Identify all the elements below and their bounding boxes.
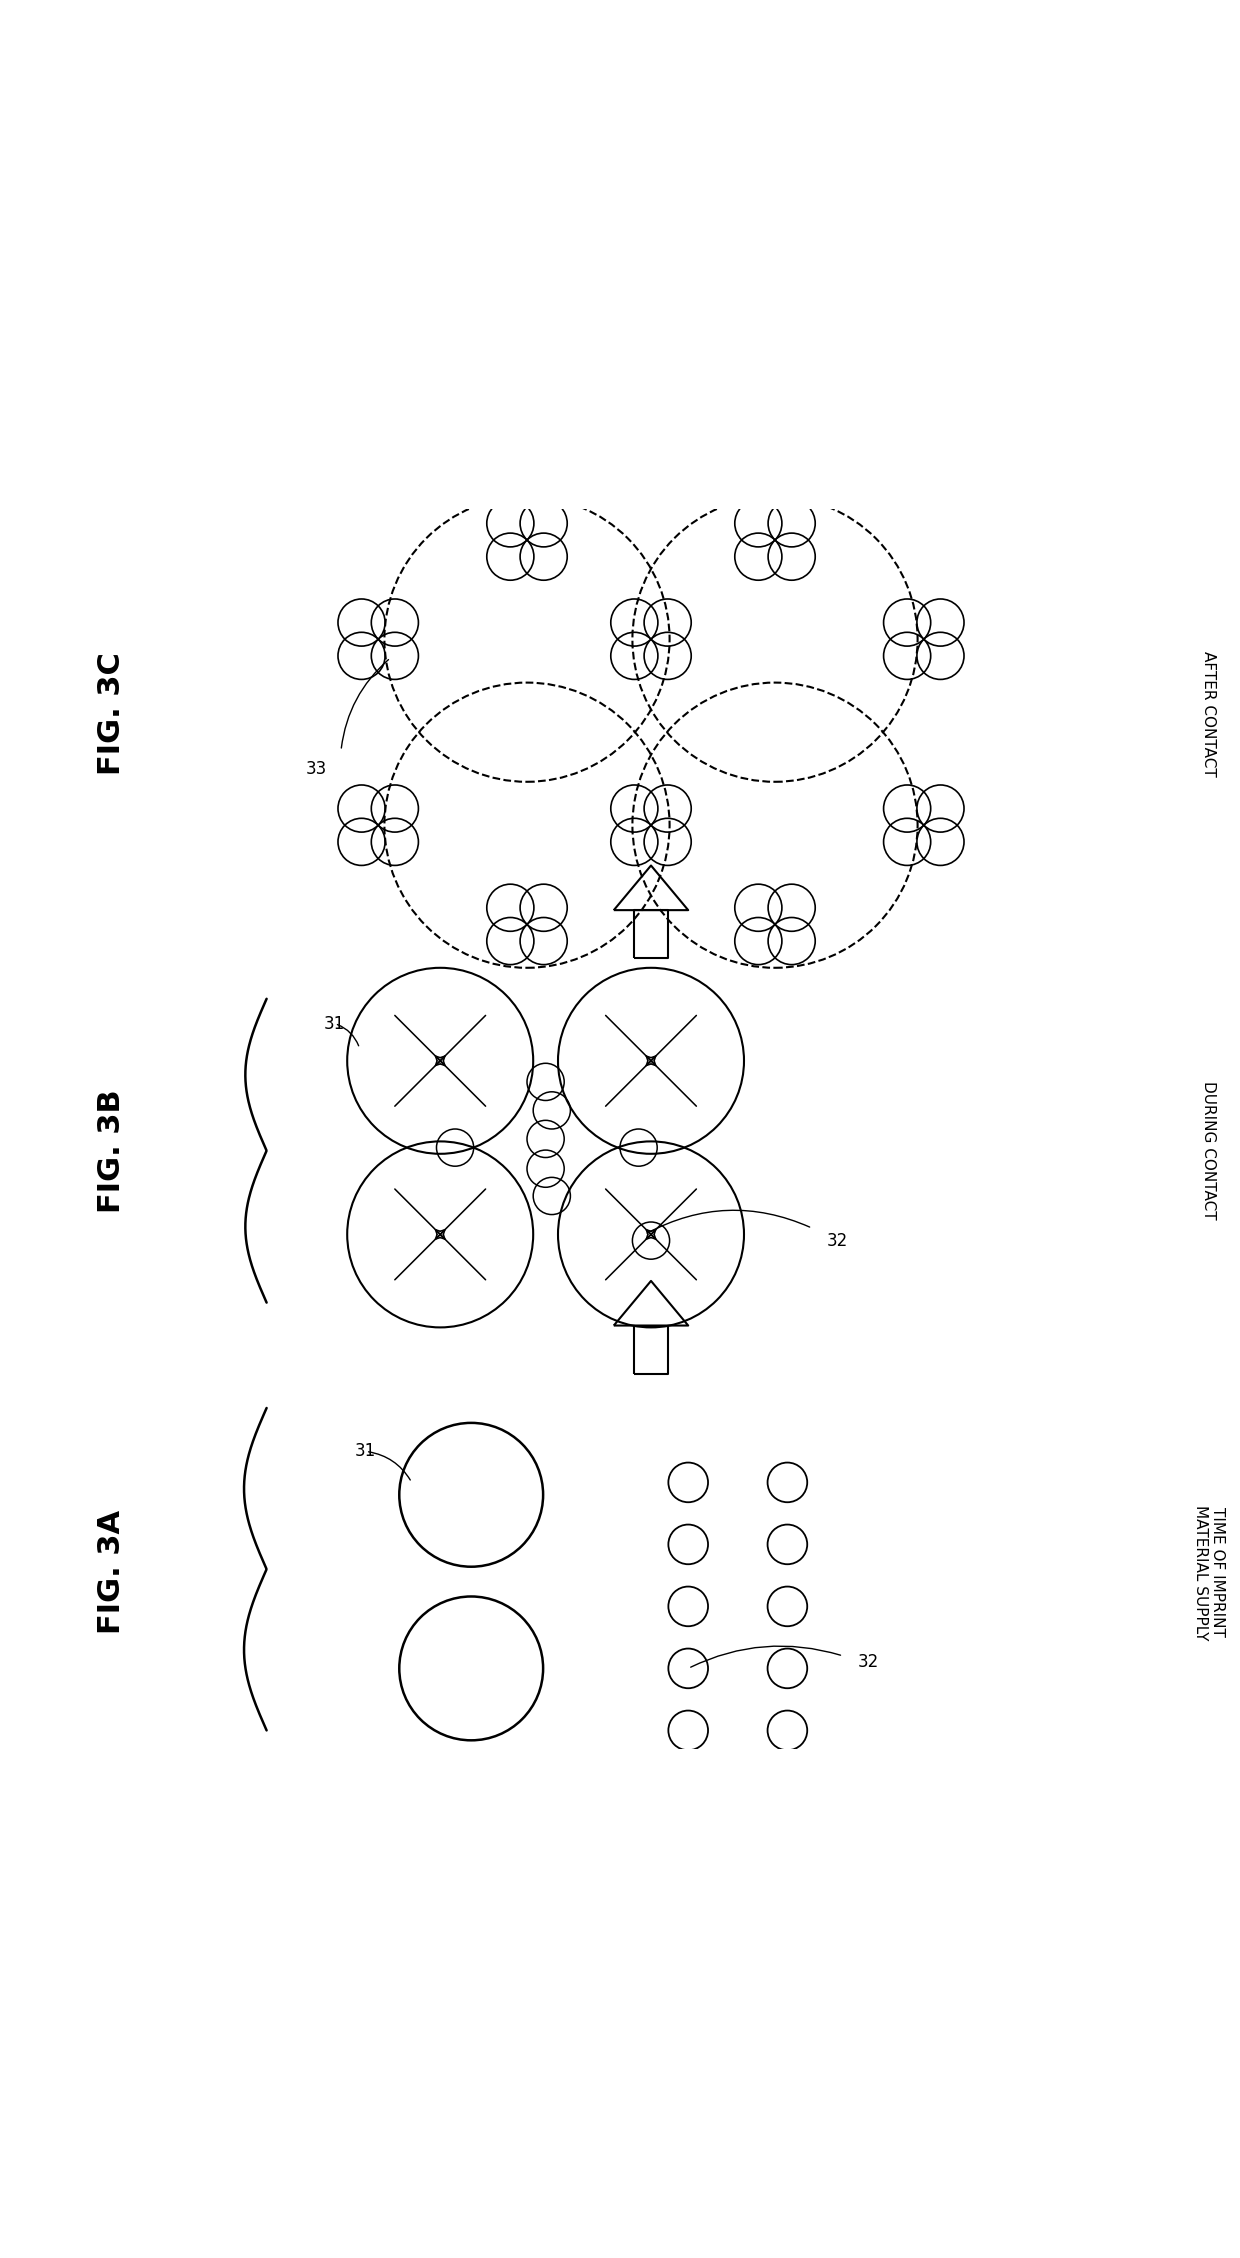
Text: DURING CONTACT: DURING CONTACT: [1202, 1082, 1216, 1219]
Text: 31: 31: [324, 1014, 346, 1032]
Text: 32: 32: [826, 1231, 848, 1249]
Text: 31: 31: [355, 1443, 377, 1461]
Text: AFTER CONTACT: AFTER CONTACT: [1202, 650, 1216, 777]
Text: 32: 32: [857, 1653, 879, 1671]
Text: FIG. 3B: FIG. 3B: [97, 1088, 126, 1213]
Text: TIME OF IMPRINT
MATERIAL SUPPLY: TIME OF IMPRINT MATERIAL SUPPLY: [1193, 1504, 1225, 1639]
Text: FIG. 3C: FIG. 3C: [97, 653, 126, 774]
Text: FIG. 3A: FIG. 3A: [97, 1511, 126, 1635]
Text: 33: 33: [305, 761, 327, 779]
